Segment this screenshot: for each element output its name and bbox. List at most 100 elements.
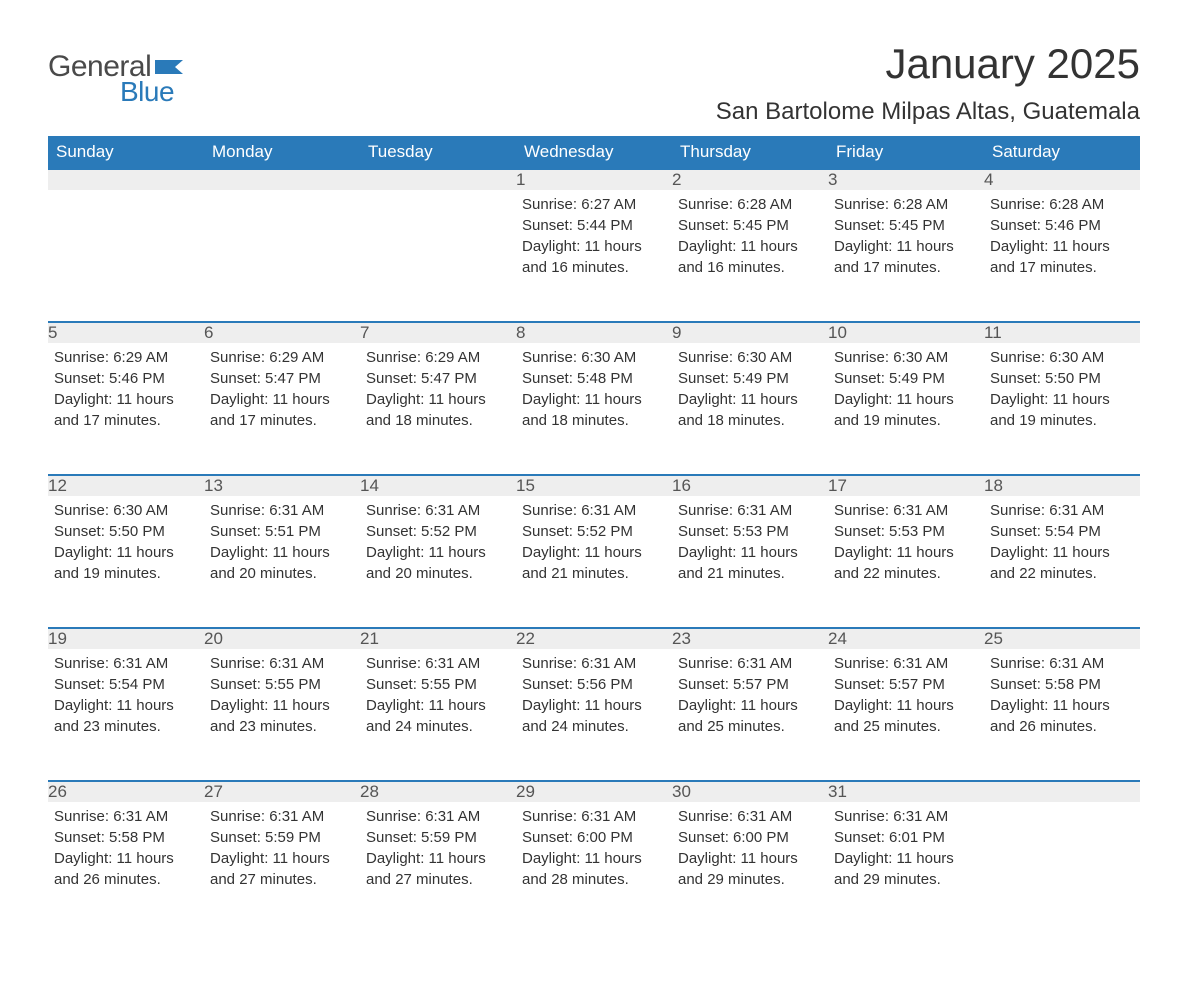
sunset-text: Sunset: 5:55 PM: [366, 674, 510, 695]
day-cell: Sunrise: 6:31 AMSunset: 5:54 PMDaylight:…: [48, 649, 204, 781]
daylight-text: Daylight: 11 hours and 23 minutes.: [54, 695, 198, 737]
day-number: 15: [516, 475, 672, 496]
day-header: Thursday: [672, 136, 828, 169]
daylight-text: Daylight: 11 hours and 17 minutes.: [54, 389, 198, 431]
day-content: Sunrise: 6:28 AMSunset: 5:45 PMDaylight:…: [828, 190, 984, 296]
sunrise-text: Sunrise: 6:29 AM: [366, 347, 510, 368]
sunset-text: Sunset: 5:53 PM: [834, 521, 978, 542]
day-content: Sunrise: 6:28 AMSunset: 5:46 PMDaylight:…: [984, 190, 1140, 296]
day-cell: Sunrise: 6:28 AMSunset: 5:46 PMDaylight:…: [984, 190, 1140, 322]
calendar-table: SundayMondayTuesdayWednesdayThursdayFrid…: [48, 136, 1140, 934]
day-content: Sunrise: 6:31 AMSunset: 5:58 PMDaylight:…: [48, 802, 204, 908]
daylight-text: Daylight: 11 hours and 19 minutes.: [54, 542, 198, 584]
day-cell: Sunrise: 6:31 AMSunset: 5:56 PMDaylight:…: [516, 649, 672, 781]
day-cell: Sunrise: 6:31 AMSunset: 5:59 PMDaylight:…: [360, 802, 516, 934]
day-header: Saturday: [984, 136, 1140, 169]
day-cell: Sunrise: 6:31 AMSunset: 5:58 PMDaylight:…: [48, 802, 204, 934]
day-cell: Sunrise: 6:27 AMSunset: 5:44 PMDaylight:…: [516, 190, 672, 322]
week-content-row: Sunrise: 6:30 AMSunset: 5:50 PMDaylight:…: [48, 496, 1140, 628]
day-number: 14: [360, 475, 516, 496]
daylight-text: Daylight: 11 hours and 19 minutes.: [834, 389, 978, 431]
day-content: Sunrise: 6:31 AMSunset: 5:55 PMDaylight:…: [360, 649, 516, 755]
daylight-text: Daylight: 11 hours and 26 minutes.: [990, 695, 1134, 737]
day-content: Sunrise: 6:31 AMSunset: 5:56 PMDaylight:…: [516, 649, 672, 755]
sunset-text: Sunset: 5:52 PM: [522, 521, 666, 542]
logo-text-blue: Blue: [120, 76, 174, 108]
day-number: 3: [828, 169, 984, 190]
day-cell: Sunrise: 6:31 AMSunset: 6:00 PMDaylight:…: [672, 802, 828, 934]
empty-day-number: [48, 169, 204, 190]
empty-cell: [360, 190, 516, 322]
sunset-text: Sunset: 5:57 PM: [834, 674, 978, 695]
empty-cell: [48, 190, 204, 322]
logo: General Blue: [48, 50, 187, 108]
daylight-text: Daylight: 11 hours and 27 minutes.: [210, 848, 354, 890]
day-cell: Sunrise: 6:31 AMSunset: 5:52 PMDaylight:…: [360, 496, 516, 628]
day-number: 13: [204, 475, 360, 496]
day-content: Sunrise: 6:30 AMSunset: 5:50 PMDaylight:…: [984, 343, 1140, 449]
day-number: 21: [360, 628, 516, 649]
day-content: Sunrise: 6:31 AMSunset: 5:53 PMDaylight:…: [828, 496, 984, 602]
day-content: Sunrise: 6:31 AMSunset: 5:59 PMDaylight:…: [204, 802, 360, 908]
day-content: Sunrise: 6:31 AMSunset: 5:52 PMDaylight:…: [360, 496, 516, 602]
day-number: 1: [516, 169, 672, 190]
day-number: 10: [828, 322, 984, 343]
day-content: Sunrise: 6:30 AMSunset: 5:49 PMDaylight:…: [672, 343, 828, 449]
sunset-text: Sunset: 5:47 PM: [366, 368, 510, 389]
week-number-row: 1234: [48, 169, 1140, 190]
sunset-text: Sunset: 5:54 PM: [990, 521, 1134, 542]
day-content: Sunrise: 6:31 AMSunset: 5:54 PMDaylight:…: [984, 496, 1140, 602]
header: General Blue January 2025 San Bartolome …: [48, 40, 1140, 126]
week-content-row: Sunrise: 6:29 AMSunset: 5:46 PMDaylight:…: [48, 343, 1140, 475]
daylight-text: Daylight: 11 hours and 29 minutes.: [678, 848, 822, 890]
sunrise-text: Sunrise: 6:30 AM: [834, 347, 978, 368]
day-number: 9: [672, 322, 828, 343]
day-content: Sunrise: 6:30 AMSunset: 5:48 PMDaylight:…: [516, 343, 672, 449]
daylight-text: Daylight: 11 hours and 21 minutes.: [522, 542, 666, 584]
sunrise-text: Sunrise: 6:31 AM: [990, 653, 1134, 674]
daylight-text: Daylight: 11 hours and 22 minutes.: [834, 542, 978, 584]
day-cell: Sunrise: 6:30 AMSunset: 5:50 PMDaylight:…: [48, 496, 204, 628]
daylight-text: Daylight: 11 hours and 18 minutes.: [522, 389, 666, 431]
day-content: Sunrise: 6:31 AMSunset: 5:53 PMDaylight:…: [672, 496, 828, 602]
day-number: 7: [360, 322, 516, 343]
sunset-text: Sunset: 5:50 PM: [54, 521, 198, 542]
sunset-text: Sunset: 5:45 PM: [834, 215, 978, 236]
day-content: Sunrise: 6:29 AMSunset: 5:46 PMDaylight:…: [48, 343, 204, 449]
daylight-text: Daylight: 11 hours and 20 minutes.: [210, 542, 354, 584]
day-cell: Sunrise: 6:31 AMSunset: 6:01 PMDaylight:…: [828, 802, 984, 934]
daylight-text: Daylight: 11 hours and 22 minutes.: [990, 542, 1134, 584]
sunrise-text: Sunrise: 6:31 AM: [834, 806, 978, 827]
empty-cell: [204, 190, 360, 322]
daylight-text: Daylight: 11 hours and 20 minutes.: [366, 542, 510, 584]
day-cell: Sunrise: 6:28 AMSunset: 5:45 PMDaylight:…: [828, 190, 984, 322]
sunrise-text: Sunrise: 6:30 AM: [54, 500, 198, 521]
sunset-text: Sunset: 5:56 PM: [522, 674, 666, 695]
sunset-text: Sunset: 5:51 PM: [210, 521, 354, 542]
empty-day-number: [984, 781, 1140, 802]
sunset-text: Sunset: 5:46 PM: [54, 368, 198, 389]
daylight-text: Daylight: 11 hours and 21 minutes.: [678, 542, 822, 584]
daylight-text: Daylight: 11 hours and 16 minutes.: [678, 236, 822, 278]
sunrise-text: Sunrise: 6:30 AM: [678, 347, 822, 368]
day-cell: Sunrise: 6:31 AMSunset: 5:59 PMDaylight:…: [204, 802, 360, 934]
sunrise-text: Sunrise: 6:31 AM: [678, 500, 822, 521]
sunrise-text: Sunrise: 6:31 AM: [522, 806, 666, 827]
sunrise-text: Sunrise: 6:29 AM: [54, 347, 198, 368]
sunrise-text: Sunrise: 6:31 AM: [678, 806, 822, 827]
day-content: Sunrise: 6:30 AMSunset: 5:49 PMDaylight:…: [828, 343, 984, 449]
daylight-text: Daylight: 11 hours and 29 minutes.: [834, 848, 978, 890]
day-number: 8: [516, 322, 672, 343]
day-cell: Sunrise: 6:29 AMSunset: 5:47 PMDaylight:…: [360, 343, 516, 475]
sunset-text: Sunset: 6:01 PM: [834, 827, 978, 848]
sunrise-text: Sunrise: 6:31 AM: [990, 500, 1134, 521]
sunset-text: Sunset: 5:45 PM: [678, 215, 822, 236]
empty-day-number: [204, 169, 360, 190]
day-number: 4: [984, 169, 1140, 190]
day-header: Sunday: [48, 136, 204, 169]
day-cell: Sunrise: 6:29 AMSunset: 5:46 PMDaylight:…: [48, 343, 204, 475]
day-number: 25: [984, 628, 1140, 649]
day-number: 31: [828, 781, 984, 802]
day-content: Sunrise: 6:31 AMSunset: 5:55 PMDaylight:…: [204, 649, 360, 755]
sunset-text: Sunset: 5:49 PM: [834, 368, 978, 389]
